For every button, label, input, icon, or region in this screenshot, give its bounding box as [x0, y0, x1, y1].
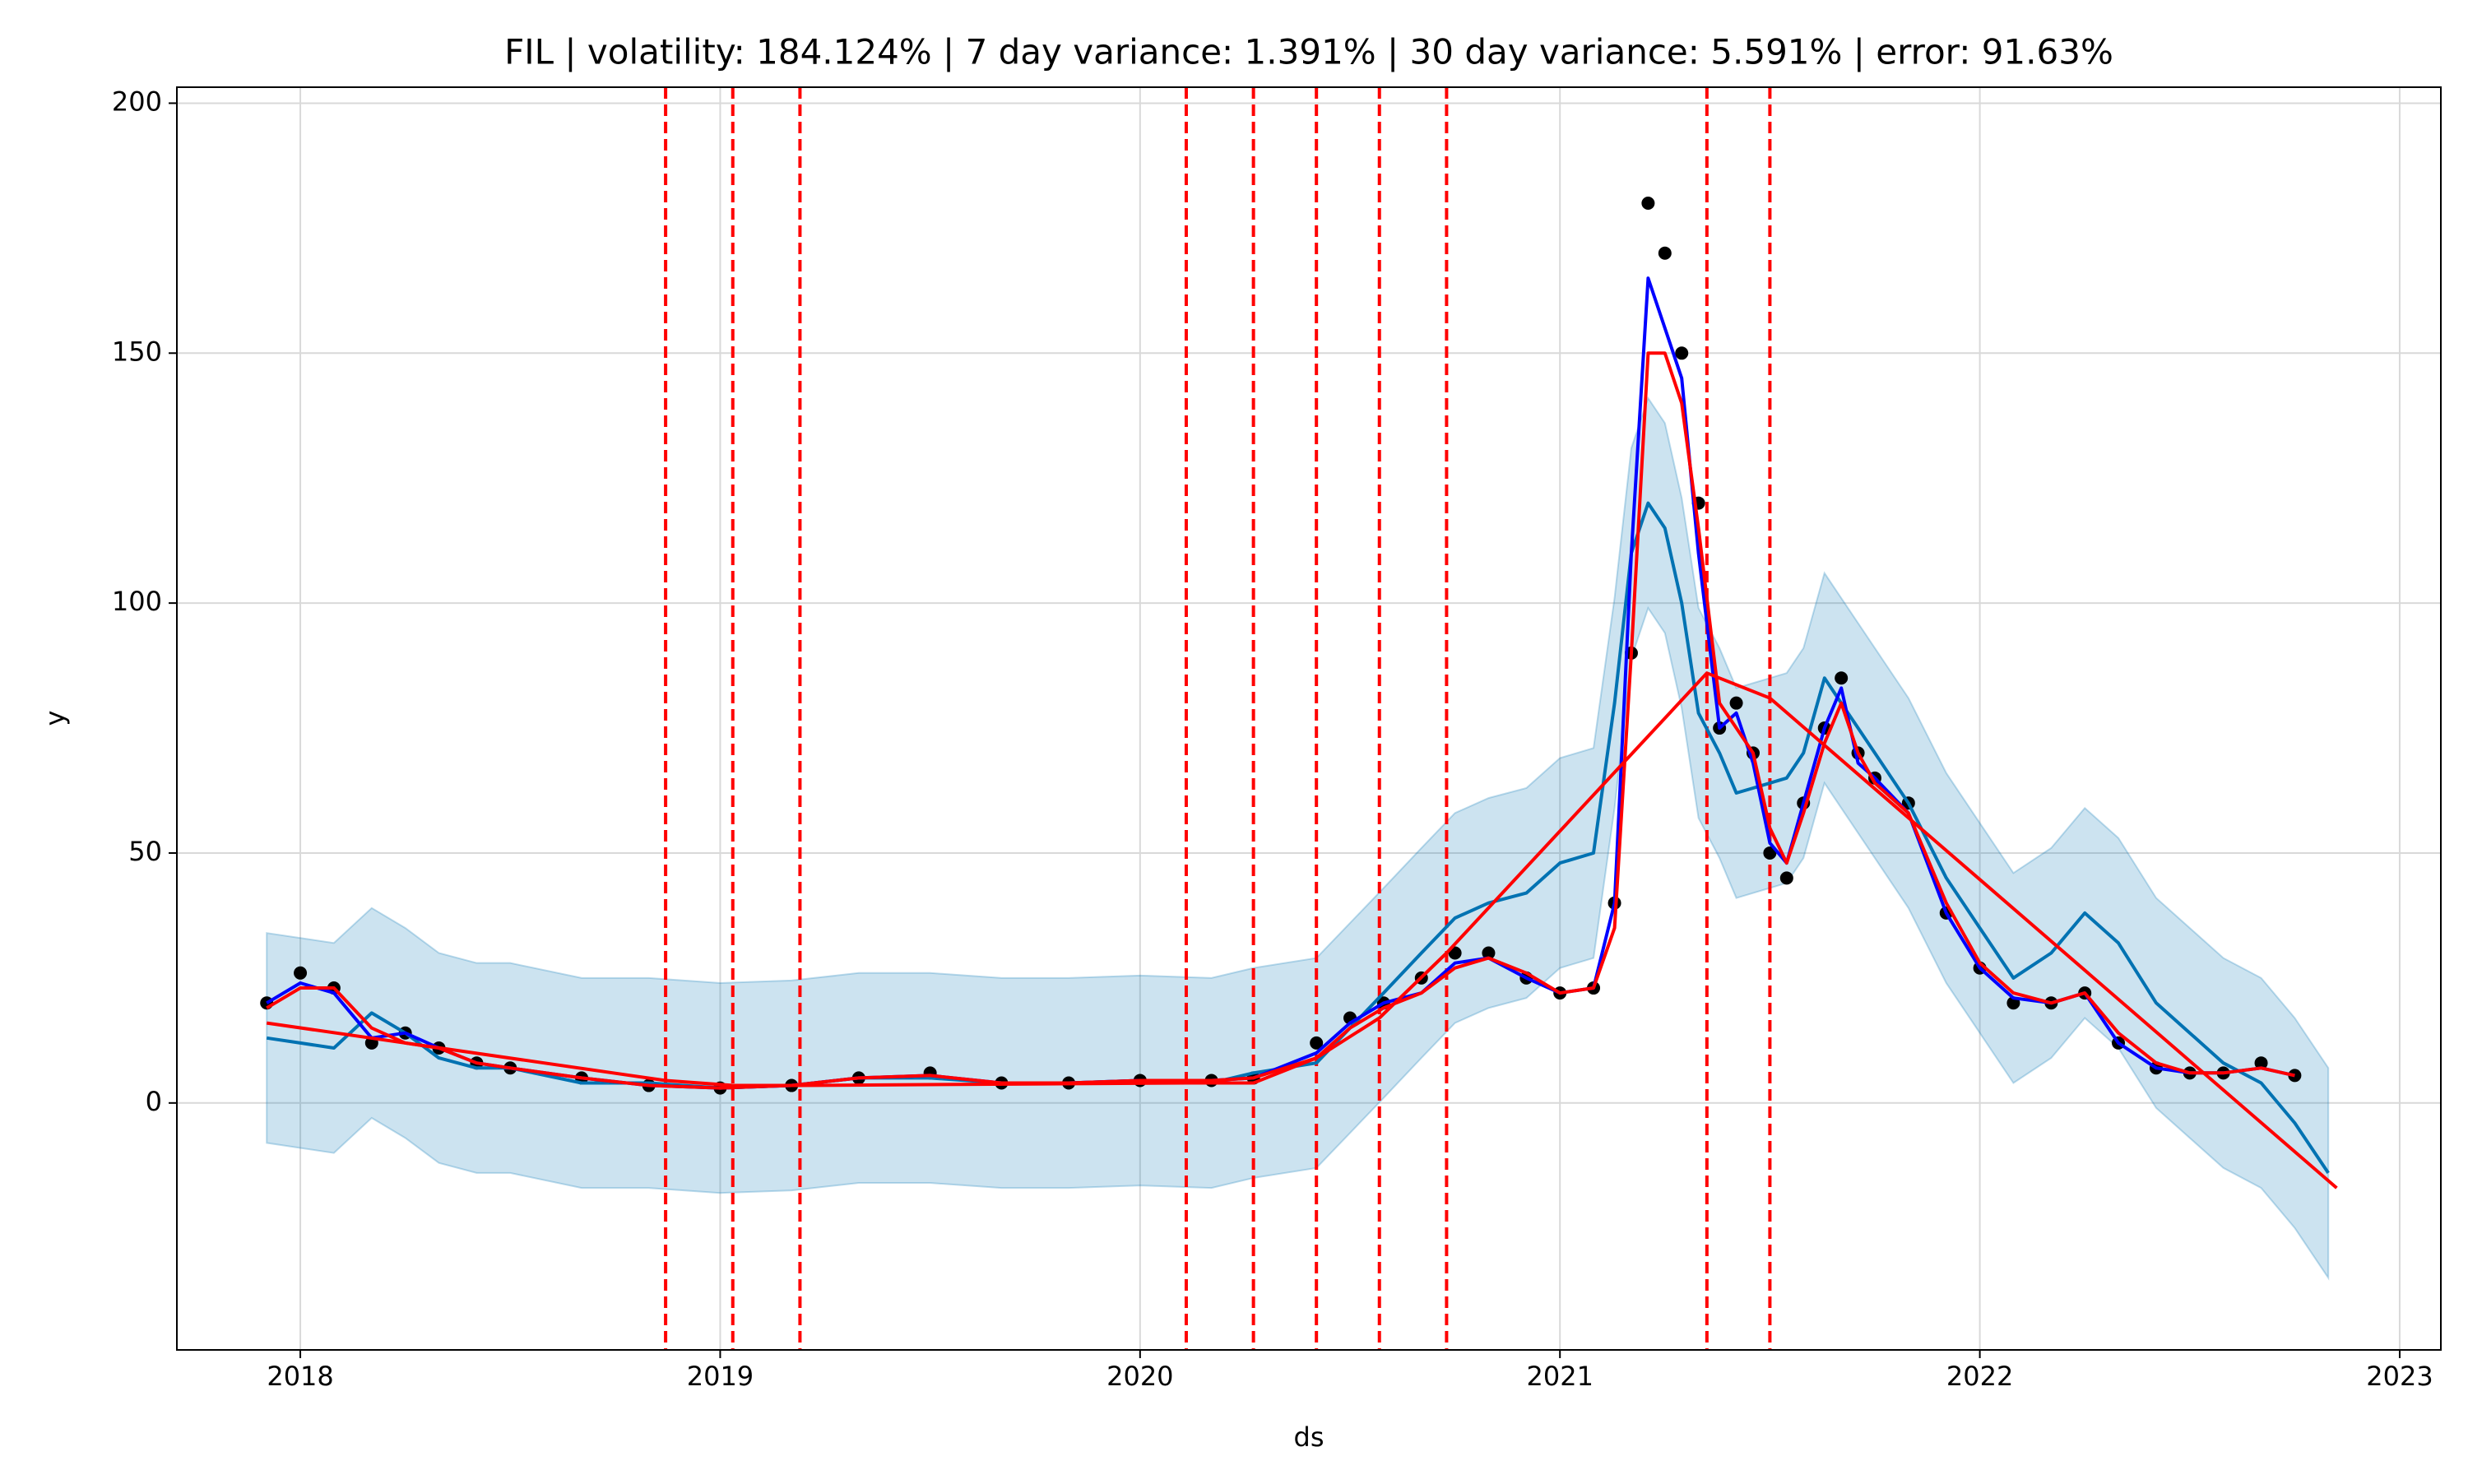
data-point — [1658, 246, 1672, 260]
x-tick-label: 2022 — [1946, 1361, 2013, 1392]
x-axis-label: ds — [1294, 1421, 1324, 1453]
data-point — [2254, 1056, 2268, 1070]
data-point — [1729, 696, 1743, 710]
x-tick-label: 2020 — [1106, 1361, 1173, 1392]
y-axis-label: y — [39, 711, 71, 726]
series-line — [266, 671, 2338, 1190]
data-point — [1675, 346, 1689, 360]
data-point — [1779, 871, 1793, 885]
x-tick-label: 2023 — [2366, 1361, 2433, 1392]
series-line — [266, 351, 2295, 1090]
data-point — [1763, 846, 1777, 860]
y-tick-label: 200 — [112, 86, 162, 117]
data-point — [294, 966, 308, 980]
y-tick-label: 150 — [112, 336, 162, 367]
x-tick-label: 2018 — [267, 1361, 333, 1392]
plot-frame — [176, 86, 2442, 1351]
y-tick-label: 100 — [112, 586, 162, 617]
x-tick-label: 2019 — [687, 1361, 754, 1392]
x-tick-label: 2021 — [1526, 1361, 1593, 1392]
data-point — [1835, 671, 1849, 685]
chart-title: FIL | volatility: 184.124% | 7 day varia… — [504, 32, 2113, 72]
y-tick-label: 0 — [146, 1086, 162, 1117]
data-point — [1641, 196, 1655, 210]
y-tick-label: 50 — [128, 836, 162, 867]
data-point — [1482, 946, 1496, 960]
data-point — [1310, 1036, 1324, 1050]
